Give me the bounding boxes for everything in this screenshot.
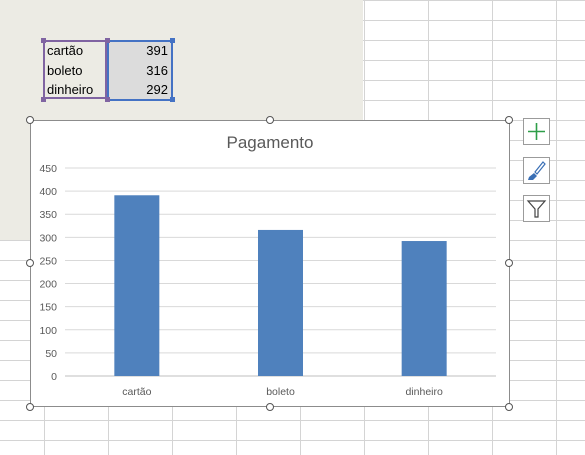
value-cell[interactable]: 292: [146, 82, 168, 97]
table-row[interactable]: boleto 316: [44, 61, 172, 81]
y-tick-label[interactable]: 350: [39, 209, 57, 221]
category-cell[interactable]: cartão: [47, 43, 84, 58]
chart-filter-funnel-icon: [526, 200, 547, 218]
bar[interactable]: [258, 229, 303, 376]
chart-styles-button[interactable]: [523, 157, 550, 184]
y-tick-label[interactable]: 300: [39, 232, 57, 244]
values-column-fill: [108, 41, 172, 100]
range-handle[interactable]: [41, 97, 46, 102]
table-row[interactable]: cartão 391: [44, 41, 172, 61]
chart-elements-button[interactable]: [523, 118, 550, 145]
y-tick-label[interactable]: 250: [39, 255, 57, 267]
chart-title[interactable]: Pagamento: [227, 133, 314, 152]
range-handle[interactable]: [105, 97, 110, 102]
category-cell[interactable]: dinheiro: [47, 82, 94, 97]
source-data-range[interactable]: cartão 391 boleto 316 dinheiro 292: [44, 41, 172, 100]
category-cell[interactable]: boleto: [47, 62, 83, 78]
range-handle[interactable]: [105, 38, 110, 43]
value-cell[interactable]: 316: [146, 62, 168, 78]
resize-handle-bottom-right[interactable]: [505, 403, 513, 411]
table-row[interactable]: dinheiro 292: [44, 80, 172, 100]
category-range-highlight: [43, 40, 107, 99]
value-range-highlight: [107, 40, 173, 101]
resize-handle-bottom[interactable]: [266, 403, 274, 411]
x-tick-label[interactable]: boleto: [266, 386, 295, 398]
resize-handle-top-left[interactable]: [26, 116, 34, 124]
bar-chart: Pagamento 0 50 100 150 200 250 300 350 400 450 car…: [39, 133, 496, 398]
value-cell[interactable]: 391: [146, 43, 168, 58]
y-tick-label[interactable]: 450: [39, 163, 57, 175]
bar[interactable]: [114, 195, 160, 376]
y-tick-label[interactable]: 100: [39, 325, 57, 337]
resize-handle-right[interactable]: [505, 259, 513, 267]
chart-styles-brush-icon: [528, 161, 546, 180]
resize-handle-top-right[interactable]: [505, 116, 513, 124]
y-tick-label[interactable]: 400: [39, 186, 57, 198]
y-tick-label[interactable]: 0: [51, 371, 57, 383]
y-tick-label[interactable]: 150: [39, 302, 57, 314]
add-chart-element-icon: [528, 123, 545, 140]
resize-handle-left[interactable]: [26, 259, 34, 267]
range-handle[interactable]: [170, 38, 175, 43]
resize-handle-top[interactable]: [266, 116, 274, 124]
x-tick-label[interactable]: cartão: [122, 386, 151, 398]
range-handle[interactable]: [41, 38, 46, 43]
chart-area[interactable]: Pagamento 0 50 100 150 200 250 300 350 400 450 car…: [30, 120, 510, 407]
bar[interactable]: [401, 241, 447, 376]
y-tick-label[interactable]: 50: [45, 348, 57, 360]
x-tick-label[interactable]: dinheiro: [405, 386, 443, 398]
resize-handle-bottom-left[interactable]: [26, 403, 34, 411]
chart-filters-button[interactable]: [523, 195, 550, 222]
y-tick-label[interactable]: 200: [39, 279, 57, 291]
range-handle[interactable]: [170, 97, 175, 102]
